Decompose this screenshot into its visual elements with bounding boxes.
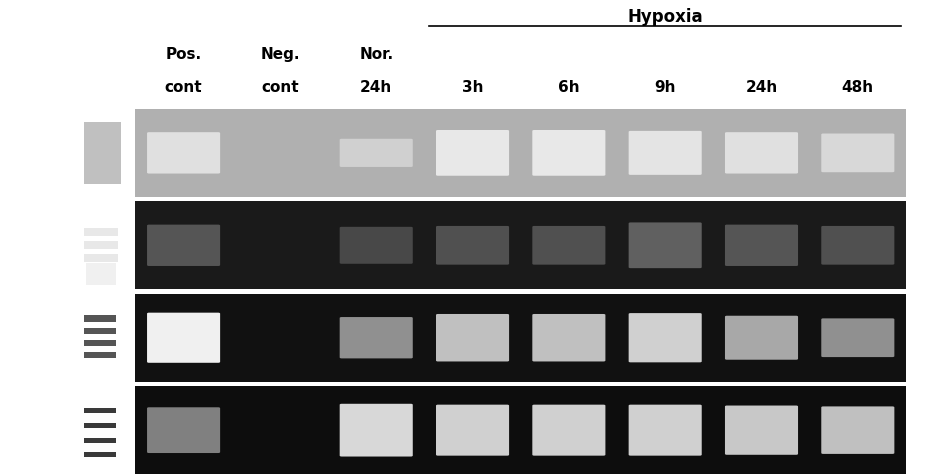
Bar bbox=[84, 340, 116, 346]
FancyBboxPatch shape bbox=[340, 227, 413, 264]
Bar bbox=[84, 423, 116, 428]
Bar bbox=[135, 386, 906, 474]
FancyBboxPatch shape bbox=[725, 406, 798, 455]
FancyBboxPatch shape bbox=[821, 319, 895, 357]
FancyBboxPatch shape bbox=[147, 132, 220, 173]
FancyBboxPatch shape bbox=[532, 130, 605, 176]
Text: cont: cont bbox=[262, 80, 299, 95]
Bar bbox=[84, 352, 116, 358]
FancyBboxPatch shape bbox=[436, 226, 509, 264]
FancyBboxPatch shape bbox=[436, 405, 509, 456]
Text: 48h: 48h bbox=[842, 80, 874, 95]
Text: 9h: 9h bbox=[655, 80, 676, 95]
Bar bbox=[84, 438, 116, 443]
FancyBboxPatch shape bbox=[629, 313, 701, 362]
Bar bbox=[84, 315, 116, 321]
Text: Nor.: Nor. bbox=[360, 46, 393, 62]
FancyBboxPatch shape bbox=[532, 405, 605, 456]
Bar bbox=[84, 328, 116, 334]
FancyBboxPatch shape bbox=[725, 225, 798, 266]
FancyBboxPatch shape bbox=[629, 405, 701, 456]
FancyBboxPatch shape bbox=[436, 314, 509, 362]
FancyBboxPatch shape bbox=[629, 131, 701, 175]
Text: Hypoxia: Hypoxia bbox=[628, 8, 703, 26]
Bar bbox=[135, 109, 906, 197]
FancyBboxPatch shape bbox=[436, 130, 509, 176]
Text: 24h: 24h bbox=[361, 80, 392, 95]
Text: cont: cont bbox=[164, 80, 203, 95]
FancyBboxPatch shape bbox=[532, 226, 605, 264]
Text: Pos.: Pos. bbox=[165, 46, 202, 62]
Text: 24h: 24h bbox=[745, 80, 778, 95]
FancyBboxPatch shape bbox=[340, 317, 413, 358]
FancyBboxPatch shape bbox=[821, 406, 895, 454]
FancyBboxPatch shape bbox=[725, 316, 798, 360]
FancyBboxPatch shape bbox=[629, 222, 701, 268]
Bar bbox=[86, 263, 116, 285]
Text: Neg.: Neg. bbox=[261, 46, 300, 62]
Bar bbox=[84, 228, 118, 236]
FancyBboxPatch shape bbox=[532, 314, 605, 362]
Bar bbox=[84, 122, 121, 183]
Bar bbox=[84, 254, 118, 262]
FancyBboxPatch shape bbox=[147, 407, 220, 453]
Bar bbox=[84, 452, 116, 457]
FancyBboxPatch shape bbox=[147, 225, 220, 266]
Text: 6h: 6h bbox=[558, 80, 580, 95]
Text: 3h: 3h bbox=[461, 80, 483, 95]
FancyBboxPatch shape bbox=[821, 226, 895, 264]
Bar bbox=[135, 201, 906, 289]
Bar bbox=[84, 408, 116, 413]
FancyBboxPatch shape bbox=[821, 134, 895, 172]
FancyBboxPatch shape bbox=[340, 139, 413, 167]
FancyBboxPatch shape bbox=[725, 132, 798, 173]
FancyBboxPatch shape bbox=[147, 313, 220, 363]
FancyBboxPatch shape bbox=[340, 404, 413, 456]
Bar bbox=[84, 241, 118, 249]
Bar bbox=[135, 294, 906, 382]
